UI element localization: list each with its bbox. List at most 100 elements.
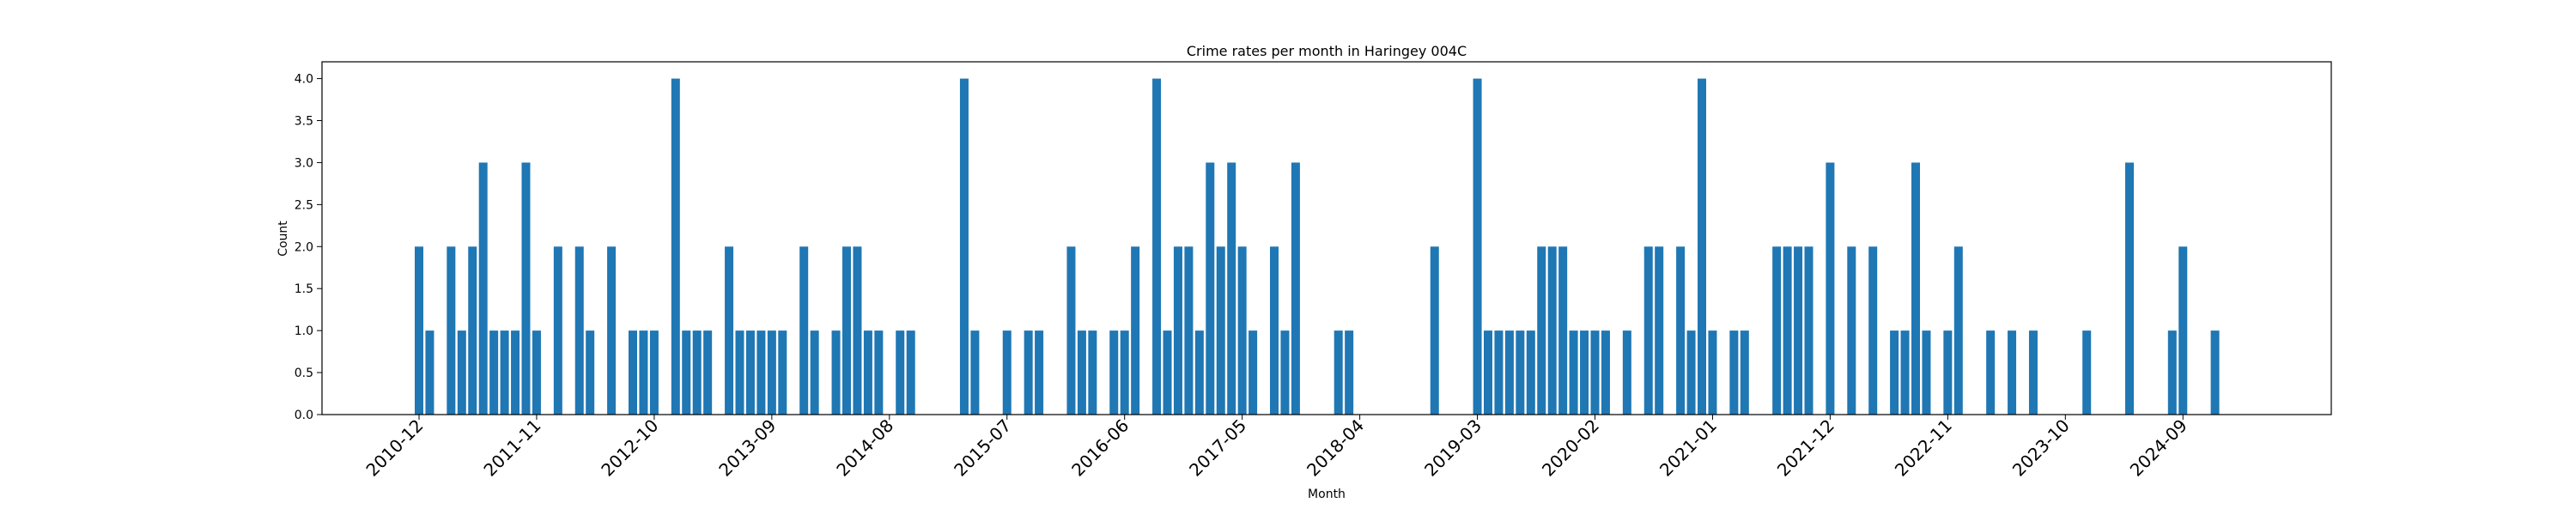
x-tick-label: 2010-12	[361, 415, 427, 481]
bar-2017-08	[1270, 246, 1279, 415]
y-tick-label: 0.0	[295, 409, 313, 422]
bar-2017-03	[1216, 246, 1225, 415]
bar-2011-03	[447, 246, 456, 415]
x-tick-label: 2014-08	[832, 415, 897, 481]
bar-2022-07	[1900, 330, 1910, 415]
y-tick-label: 3.5	[295, 115, 313, 129]
bar-2019-12	[1569, 330, 1578, 415]
bar-2015-03	[959, 78, 969, 415]
bar-2021-08	[1783, 246, 1792, 415]
bar-2016-01	[1066, 246, 1076, 415]
bar-2016-12	[1184, 246, 1194, 415]
x-tick-label: 2016-06	[1067, 415, 1133, 481]
bar-2019-08	[1526, 330, 1535, 415]
bar-2024-12	[2210, 330, 2220, 415]
bar-2013-02	[692, 330, 702, 415]
bar-2014-03	[831, 330, 841, 415]
bar-2018-03	[1345, 330, 1354, 415]
bar-2012-09	[639, 330, 648, 415]
bar-2019-04	[1484, 330, 1492, 415]
x-axis: 2010-12 2011-11 2012-10 2013-09 2014-08 2015-…	[361, 415, 2191, 481]
bar-2017-04	[1227, 162, 1236, 415]
bar-2023-07	[2028, 330, 2038, 415]
bar-2012-01	[553, 246, 562, 415]
x-tick-label: 2015-07	[950, 415, 1015, 481]
bar-2010-12	[415, 246, 423, 415]
bar-2012-03	[574, 246, 584, 415]
bar-2018-02	[1334, 330, 1343, 415]
bar-2019-07	[1516, 330, 1525, 415]
bars-layer	[415, 78, 2220, 415]
bar-2013-12	[799, 246, 809, 415]
bar-2017-10	[1291, 162, 1300, 415]
bar-2016-07	[1131, 246, 1140, 415]
bar-2011-07	[489, 330, 499, 415]
bar-2017-09	[1280, 330, 1290, 415]
bar-2016-06	[1120, 330, 1129, 415]
y-axis-label: Count	[276, 221, 290, 257]
bar-2021-09	[1794, 246, 1803, 415]
bar-2012-06	[607, 246, 617, 415]
bar-2020-01	[1580, 330, 1589, 415]
bar-2020-03	[1601, 330, 1610, 415]
bar-2020-02	[1590, 330, 1600, 415]
bar-2017-01	[1194, 330, 1204, 415]
bar-2022-02	[1847, 246, 1856, 415]
x-tick-label: 2024-09	[2126, 415, 2191, 481]
x-tick-label: 2020-02	[1538, 415, 1603, 481]
y-tick-label: 0.5	[295, 367, 313, 380]
bar-2019-06	[1504, 330, 1514, 415]
bar-2021-01	[1708, 330, 1717, 415]
bar-2012-12	[671, 78, 680, 415]
bar-2019-03	[1473, 78, 1482, 415]
bar-2021-03	[1729, 330, 1739, 415]
bar-2020-11	[1686, 330, 1696, 415]
bar-2013-06	[735, 330, 744, 415]
y-tick-label: 3.0	[295, 156, 313, 170]
bar-2021-07	[1772, 246, 1782, 415]
bar-2024-04	[2125, 162, 2134, 415]
bar-2017-02	[1206, 162, 1215, 415]
bar-2013-10	[778, 330, 787, 415]
bar-2014-06	[863, 330, 872, 415]
x-tick-label: 2012-10	[597, 415, 662, 481]
bar-2019-11	[1558, 246, 1568, 415]
y-tick-label: 2.0	[295, 240, 313, 254]
bar-2022-11	[1943, 330, 1953, 415]
bar-2012-04	[586, 330, 595, 415]
bar-2021-10	[1804, 246, 1814, 415]
bar-2023-05	[2008, 330, 2017, 415]
bar-2022-06	[1890, 330, 1899, 415]
bar-2011-10	[521, 162, 531, 415]
bar-2011-08	[500, 330, 509, 415]
y-tick-label: 4.0	[295, 73, 313, 87]
bar-2020-12	[1698, 78, 1706, 415]
x-axis-label: Month	[1308, 488, 1346, 501]
bar-2011-05	[468, 246, 477, 415]
y-tick-label: 1.5	[295, 282, 313, 296]
bar-2011-06	[478, 162, 488, 415]
y-tick-label: 1.0	[295, 324, 313, 338]
bar-2015-09	[1024, 330, 1033, 415]
bar-2014-04	[842, 246, 851, 415]
y-axis: 0.0 0.5 1.0 1.5 2.0 2.5 3.0 3.5 4.0	[295, 73, 322, 422]
bar-2015-04	[970, 330, 980, 415]
bar-2012-10	[649, 330, 659, 415]
bar-2013-03	[703, 330, 713, 415]
bar-2020-07	[1643, 246, 1653, 415]
bar-2018-11	[1430, 246, 1439, 415]
x-tick-label: 2013-09	[714, 415, 780, 481]
bar-2021-04	[1740, 330, 1749, 415]
bar-2011-11	[532, 330, 541, 415]
bar-2022-04	[1868, 246, 1878, 415]
bar-2019-10	[1547, 246, 1557, 415]
bar-2017-05	[1237, 246, 1247, 415]
bar-2014-10	[906, 330, 915, 415]
bar-2023-12	[2082, 330, 2092, 415]
bar-2013-09	[767, 330, 776, 415]
x-tick-label: 2021-01	[1656, 415, 1721, 481]
x-tick-label: 2019-03	[1420, 415, 1485, 481]
bar-2015-07	[1002, 330, 1012, 415]
x-tick-label: 2011-11	[479, 415, 544, 481]
